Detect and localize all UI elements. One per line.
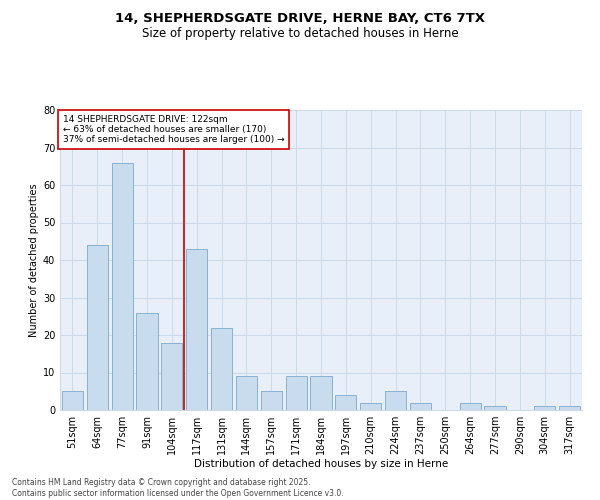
Bar — [112, 162, 133, 410]
X-axis label: Distribution of detached houses by size in Herne: Distribution of detached houses by size … — [194, 458, 448, 468]
Y-axis label: Number of detached properties: Number of detached properties — [29, 183, 38, 337]
Text: Size of property relative to detached houses in Herne: Size of property relative to detached ho… — [142, 28, 458, 40]
Bar — [186, 248, 207, 410]
Bar — [261, 391, 282, 410]
Bar — [534, 406, 555, 410]
Bar — [460, 402, 481, 410]
Bar — [484, 406, 506, 410]
Bar — [360, 402, 381, 410]
Text: 14, SHEPHERDSGATE DRIVE, HERNE BAY, CT6 7TX: 14, SHEPHERDSGATE DRIVE, HERNE BAY, CT6 … — [115, 12, 485, 26]
Bar — [161, 342, 182, 410]
Text: Contains HM Land Registry data © Crown copyright and database right 2025.
Contai: Contains HM Land Registry data © Crown c… — [12, 478, 344, 498]
Bar — [136, 312, 158, 410]
Bar — [62, 391, 83, 410]
Bar — [87, 245, 108, 410]
Bar — [286, 376, 307, 410]
Bar — [335, 395, 356, 410]
Bar — [236, 376, 257, 410]
Text: 14 SHEPHERDSGATE DRIVE: 122sqm
← 63% of detached houses are smaller (170)
37% of: 14 SHEPHERDSGATE DRIVE: 122sqm ← 63% of … — [62, 114, 284, 144]
Bar — [310, 376, 332, 410]
Bar — [211, 328, 232, 410]
Bar — [385, 391, 406, 410]
Bar — [559, 406, 580, 410]
Bar — [410, 402, 431, 410]
